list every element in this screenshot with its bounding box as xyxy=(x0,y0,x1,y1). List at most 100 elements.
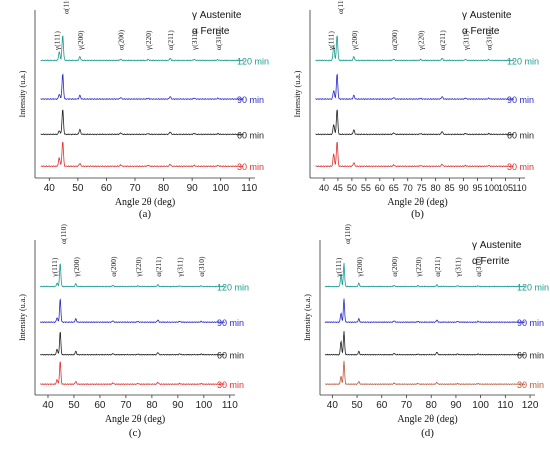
series-line-30-min xyxy=(40,141,244,168)
peak-label: α(211) xyxy=(438,30,447,50)
x-tick-label: 60 xyxy=(376,400,388,411)
x-axis-label: Angle 2θ (deg) xyxy=(105,414,165,425)
peak-label: α(110) xyxy=(336,0,345,14)
x-tick-label: 90 xyxy=(187,183,199,194)
x-tick-label: 110 xyxy=(497,400,513,411)
series-line-60-min xyxy=(324,331,526,356)
series-label: 90 min xyxy=(507,95,534,105)
x-tick-label: 100 xyxy=(212,183,229,194)
x-tick-label: 90 xyxy=(459,183,469,193)
peak-label: α(211) xyxy=(433,256,442,276)
x-tick-label: 40 xyxy=(44,183,56,194)
panel-label: (d) xyxy=(421,427,434,439)
series-line-90-min xyxy=(324,298,526,324)
x-tick-label: 40 xyxy=(42,400,54,411)
y-axis-label: Intensity (u.a.) xyxy=(303,294,312,341)
series-label: 90 min xyxy=(237,95,264,105)
y-axis-label: Intensity (u.a.) xyxy=(293,70,302,117)
x-tick-label: 60 xyxy=(94,400,106,411)
x-tick-label: 65 xyxy=(389,183,399,193)
x-tick-label: 55 xyxy=(361,183,371,193)
x-tick-label: 100 xyxy=(484,183,499,193)
x-tick-label: 40 xyxy=(319,183,329,193)
series-line-90-min xyxy=(315,73,515,101)
peak-label: α(310) xyxy=(474,256,483,277)
peak-label: γ(311) xyxy=(462,30,471,51)
peak-label: γ(200) xyxy=(350,30,359,51)
peak-label: α(200) xyxy=(109,256,118,277)
series-line-120-min xyxy=(40,35,244,62)
peak-label: γ(200) xyxy=(72,257,81,278)
y-axis-label: Intensity (u.a.) xyxy=(18,294,27,341)
peak-label: γ(311) xyxy=(176,257,185,278)
peak-label: α(310) xyxy=(214,29,223,50)
peak-label: α(110) xyxy=(59,224,68,244)
x-tick-label: 90 xyxy=(450,400,462,411)
peak-label: α(200) xyxy=(117,29,126,50)
series-label: 30 min xyxy=(507,162,534,172)
xrd-panel-3: 40 50 60 70 80 90 100 110 Angle 2θ (deg) Intensit… xyxy=(18,224,249,439)
x-tick-label: 120 xyxy=(522,400,539,411)
x-tick-label: 50 xyxy=(68,400,80,411)
series-label: 120 min xyxy=(237,56,269,66)
series-line-90-min xyxy=(39,298,225,324)
series-label: 90 min xyxy=(217,318,244,328)
series-line-60-min xyxy=(40,109,244,136)
peak-label: γ(311) xyxy=(454,257,463,278)
series-line-30-min xyxy=(315,141,514,168)
x-tick-label: 80 xyxy=(431,183,441,193)
panel-label: (b) xyxy=(411,208,424,220)
x-axis-label: Angle 2θ (deg) xyxy=(115,197,175,208)
legend-austenite: γ Austenite xyxy=(472,240,522,251)
x-tick-label: 40 xyxy=(327,400,339,411)
legend-austenite: γ Austenite xyxy=(192,10,242,21)
series-label: 90 min xyxy=(517,318,544,328)
legend-ferrite: α Ferrite xyxy=(472,256,510,267)
peak-label: γ(220) xyxy=(134,257,143,278)
y-axis-label: Intensity (u.a.) xyxy=(18,70,27,117)
series-label: 120 min xyxy=(517,283,549,293)
x-axis-label: Angle 2θ (deg) xyxy=(397,414,457,425)
series-label: 30 min xyxy=(217,380,244,390)
peak-label: γ(220) xyxy=(144,30,153,51)
x-tick-label: 60 xyxy=(101,183,113,194)
x-tick-label: 80 xyxy=(146,400,158,411)
series-line-120-min xyxy=(315,35,515,62)
x-tick-label: 80 xyxy=(158,183,170,194)
x-tick-label: 100 xyxy=(195,400,212,411)
x-tick-label: 50 xyxy=(352,400,364,411)
x-tick-label: 70 xyxy=(129,183,141,194)
x-tick-label: 110 xyxy=(222,400,238,411)
x-tick-label: 105 xyxy=(498,183,513,193)
peak-label: γ(111) xyxy=(50,257,59,278)
peak-label: α(211) xyxy=(166,30,175,50)
peak-label: α(110) xyxy=(343,224,352,244)
x-tick-label: 60 xyxy=(375,183,385,193)
series-label: 60 min xyxy=(507,130,534,140)
peak-label: γ(111) xyxy=(334,257,343,278)
series-label: 120 min xyxy=(217,283,249,293)
x-tick-label: 110 xyxy=(241,183,257,194)
peak-label: α(211) xyxy=(154,256,163,276)
peak-label: α(110) xyxy=(62,0,71,14)
xrd-panel-4: 40 50 60 70 80 90 100 110 120 Angle 2θ (deg) Inten… xyxy=(303,224,549,439)
series-line-120-min xyxy=(39,263,225,288)
x-tick-label: 50 xyxy=(72,183,84,194)
peak-label: α(310) xyxy=(197,256,206,277)
series-line-30-min xyxy=(324,360,526,386)
peak-label: α(200) xyxy=(390,256,399,277)
peak-label: γ(111) xyxy=(52,31,61,52)
series-label: 60 min xyxy=(517,351,544,361)
series-line-90-min xyxy=(40,73,244,101)
x-tick-label: 70 xyxy=(120,400,132,411)
series-label: 30 min xyxy=(517,380,544,390)
series-line-30-min xyxy=(40,361,225,386)
series-label: 60 min xyxy=(217,351,244,361)
peak-label: γ(111) xyxy=(327,31,336,52)
x-tick-label: 45 xyxy=(333,183,343,193)
legend-ferrite: α Ferrite xyxy=(192,26,230,37)
series-line-60-min xyxy=(315,109,514,136)
panel-label: (a) xyxy=(139,208,152,220)
